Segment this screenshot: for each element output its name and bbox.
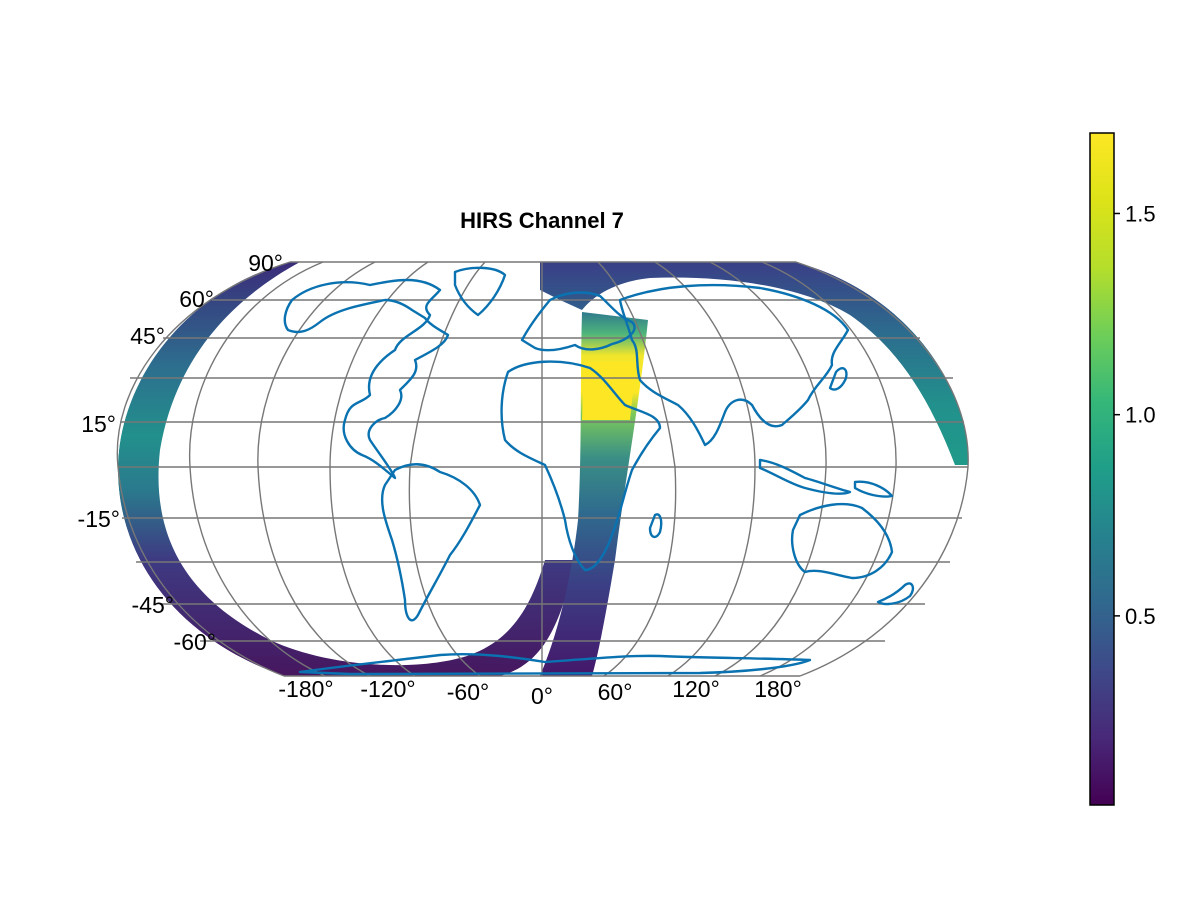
- coast-antarctica: [298, 652, 812, 676]
- coast-europe: [520, 291, 636, 352]
- lon-tick-label: 60°: [598, 679, 633, 705]
- coast-asia: [618, 283, 850, 447]
- lon-tick-label: -180°: [278, 676, 333, 702]
- colorbar-tick-label: 0.5: [1125, 604, 1156, 629]
- lat-tick-label: 60°: [179, 286, 214, 312]
- lon-tick-label: -60°: [447, 679, 489, 705]
- lon-tick-label: 120°: [672, 676, 720, 702]
- coastlines: [283, 266, 915, 676]
- swath-east-arc: [540, 262, 969, 465]
- lon-tick-label: 0°: [531, 683, 553, 709]
- lat-tick-label: -45°: [132, 592, 174, 618]
- swath-west-arc: [117, 262, 575, 676]
- coast-japan: [828, 367, 848, 391]
- latitude-tick-labels: 90° 60° 45° 15° -15° -45° -60°: [78, 250, 283, 655]
- chart-title: HIRS Channel 7: [460, 208, 624, 233]
- coast-new-zealand: [876, 582, 915, 606]
- lat-tick-label: 45°: [130, 323, 165, 349]
- lat-tick-label: 15°: [81, 411, 116, 437]
- coast-madagascar: [648, 513, 663, 539]
- colorbar-tick-label: 1.5: [1125, 201, 1156, 226]
- coast-north-america: [283, 278, 450, 480]
- coast-new-guinea: [853, 480, 894, 498]
- meridians: [116, 261, 969, 677]
- coast-africa: [500, 360, 662, 572]
- colorbar-tick-label: 1.0: [1125, 403, 1156, 428]
- longitude-tick-labels: -180° -120° -60° 0° 60° 120° 180°: [278, 676, 801, 709]
- swath-maximum: [582, 362, 636, 420]
- coast-indonesia: [758, 458, 852, 495]
- colorbar: 0.5 1.0 1.5: [1089, 132, 1156, 806]
- lat-tick-label: -15°: [78, 506, 120, 532]
- data-swaths: [117, 262, 969, 676]
- lon-tick-label: 180°: [754, 676, 802, 702]
- colorbar-gradient: [1089, 132, 1115, 806]
- lon-tick-label: -120°: [360, 676, 415, 702]
- coast-greenland: [453, 266, 507, 317]
- coast-south-america: [380, 463, 482, 622]
- lat-tick-label: -60°: [174, 629, 216, 655]
- coast-australia: [791, 502, 894, 580]
- lat-tick-label: 90°: [248, 250, 283, 276]
